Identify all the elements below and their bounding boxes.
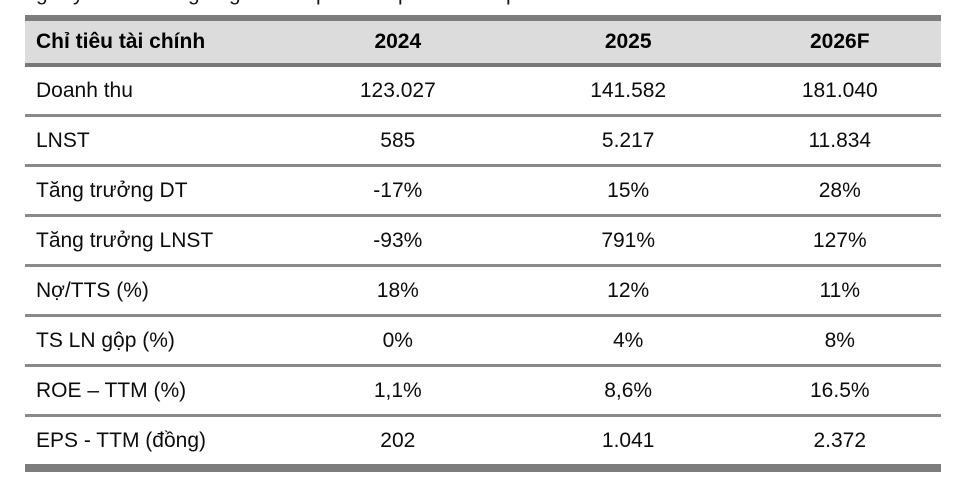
value-2026f: 127% [738,215,941,267]
value-2025: 1.041 [517,415,739,472]
financials-table: Chỉ tiêu tài chính 2024 2025 2026F Doanh… [25,15,941,472]
column-header-metric: Chỉ tiêu tài chính [25,15,278,67]
value-2025: 8,6% [517,365,739,417]
metric-label: TS LN gộp (%) [25,315,278,367]
financials-table-container: Chỉ tiêu tài chính 2024 2025 2026F Doanh… [25,15,941,472]
value-2024: 585 [277,115,518,167]
clipped-glyph: p [316,0,328,4]
value-2026f: 11% [738,265,941,317]
value-2024: 18% [277,265,518,317]
table-row-eps-ttm: EPS - TTM (đồng) 202 1.041 2.372 [25,415,941,472]
clipped-glyph: p [506,0,518,4]
value-2025: 12% [517,265,739,317]
value-2025: 15% [517,165,739,217]
value-2024: -17% [277,165,518,217]
value-2025: 141.582 [517,65,739,117]
value-2025: 4% [517,315,739,367]
table-row-no-tts: Nợ/TTS (%) 18% 12% 11% [25,265,941,317]
column-header-2024: 2024 [277,15,518,67]
clipped-glyph: y [73,0,84,4]
clipped-glyph: g [229,0,241,4]
value-2025: 791% [517,215,739,267]
metric-label: Tăng trưởng LNST [25,215,278,267]
clipped-glyph: p [398,0,410,4]
value-2025: 5.217 [517,115,739,167]
value-2024: -93% [277,215,518,267]
table-row-doanh-thu: Doanh thu 123.027 141.582 181.040 [25,65,941,117]
value-2026f: 8% [738,315,941,367]
table-row-ts-ln-gop: TS LN gộp (%) 0% 4% 8% [25,315,941,367]
table-row-roe-ttm: ROE – TTM (%) 1,1% 8,6% 16.5% [25,365,941,417]
column-header-2025: 2025 [517,15,739,67]
value-2024: 202 [277,415,518,472]
metric-label: ROE – TTM (%) [25,365,278,417]
value-2024: 0% [277,315,518,367]
table-row-tang-truong-dt: Tăng trưởng DT -17% 15% 28% [25,165,941,217]
metric-label: Doanh thu [25,65,278,117]
value-2026f: 16.5% [738,365,941,417]
value-2026f: 2.372 [738,415,941,472]
metric-label: LNST [25,115,278,167]
value-2026f: 28% [738,165,941,217]
metric-label: Tăng trưởng DT [25,165,278,217]
table-row-lnst: LNST 585 5.217 11.834 [25,115,941,167]
value-2024: 123.027 [277,65,518,117]
table-header-row: Chỉ tiêu tài chính 2024 2025 2026F [25,15,941,67]
value-2026f: 11.834 [738,115,941,167]
column-header-2026f: 2026F [738,15,941,67]
value-2026f: 181.040 [738,65,941,117]
metric-label: Nợ/TTS (%) [25,265,278,317]
value-2024: 1,1% [277,365,518,417]
table-row-tang-truong-lnst: Tăng trưởng LNST -93% 791% 127% [25,215,941,267]
clipped-glyph: g [36,0,48,4]
clipped-text-line: g y g g p p p [0,0,972,13]
clipped-glyph: g [188,0,200,4]
metric-label: EPS - TTM (đồng) [25,415,278,472]
